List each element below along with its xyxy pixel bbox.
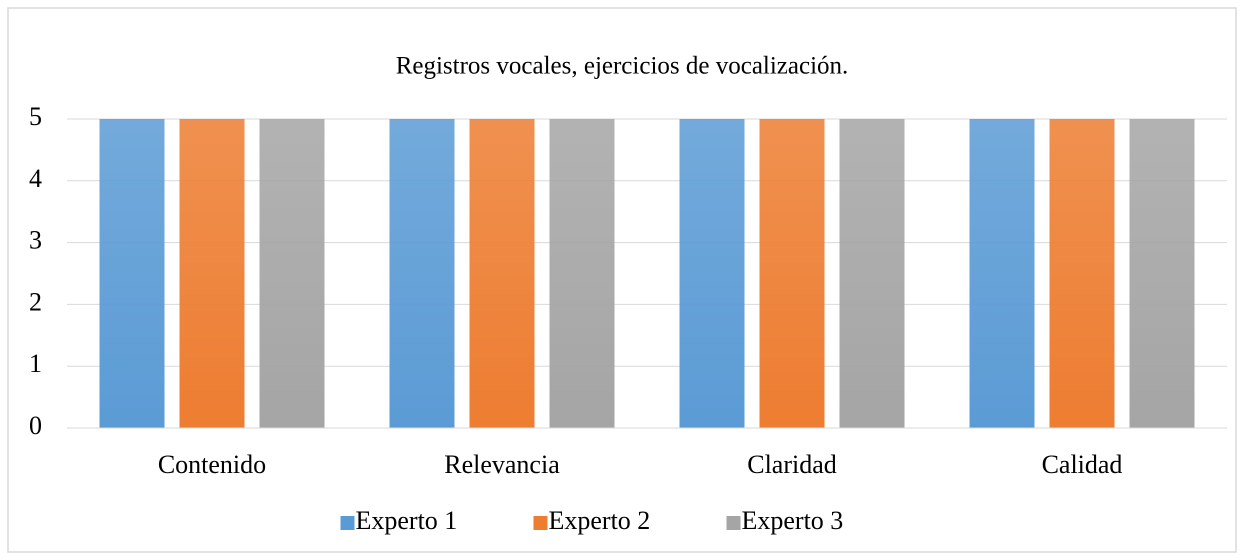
bar — [759, 119, 825, 428]
chart-title: Registros vocales, ejercicios de vocaliz… — [396, 53, 849, 80]
y-tick-label: 3 — [29, 226, 42, 255]
bar — [99, 119, 165, 428]
y-tick-label: 5 — [29, 102, 42, 131]
y-tick-label: 0 — [29, 411, 42, 440]
y-tick-label: 2 — [29, 287, 42, 316]
legend-label: Experto 2 — [549, 506, 651, 535]
y-tick-label: 4 — [29, 164, 42, 193]
legend-swatch — [533, 516, 548, 530]
legend-swatch — [726, 516, 741, 530]
bar — [839, 119, 905, 428]
legend-label: Experto 3 — [742, 506, 844, 535]
x-tick-label: Contenido — [158, 450, 266, 479]
bar — [179, 119, 245, 428]
bar — [549, 119, 615, 428]
x-tick-label: Claridad — [747, 450, 837, 479]
legend-label: Experto 1 — [356, 506, 458, 535]
bar — [1049, 119, 1115, 428]
bar — [389, 119, 455, 428]
bar — [469, 119, 535, 428]
legend-swatch — [340, 516, 355, 530]
y-tick-label: 1 — [29, 349, 42, 378]
bar — [259, 119, 325, 428]
x-tick-label: Relevancia — [444, 450, 560, 479]
bar — [969, 119, 1035, 428]
x-tick-label: Calidad — [1042, 450, 1123, 479]
bar — [1129, 119, 1195, 428]
bar — [679, 119, 745, 428]
